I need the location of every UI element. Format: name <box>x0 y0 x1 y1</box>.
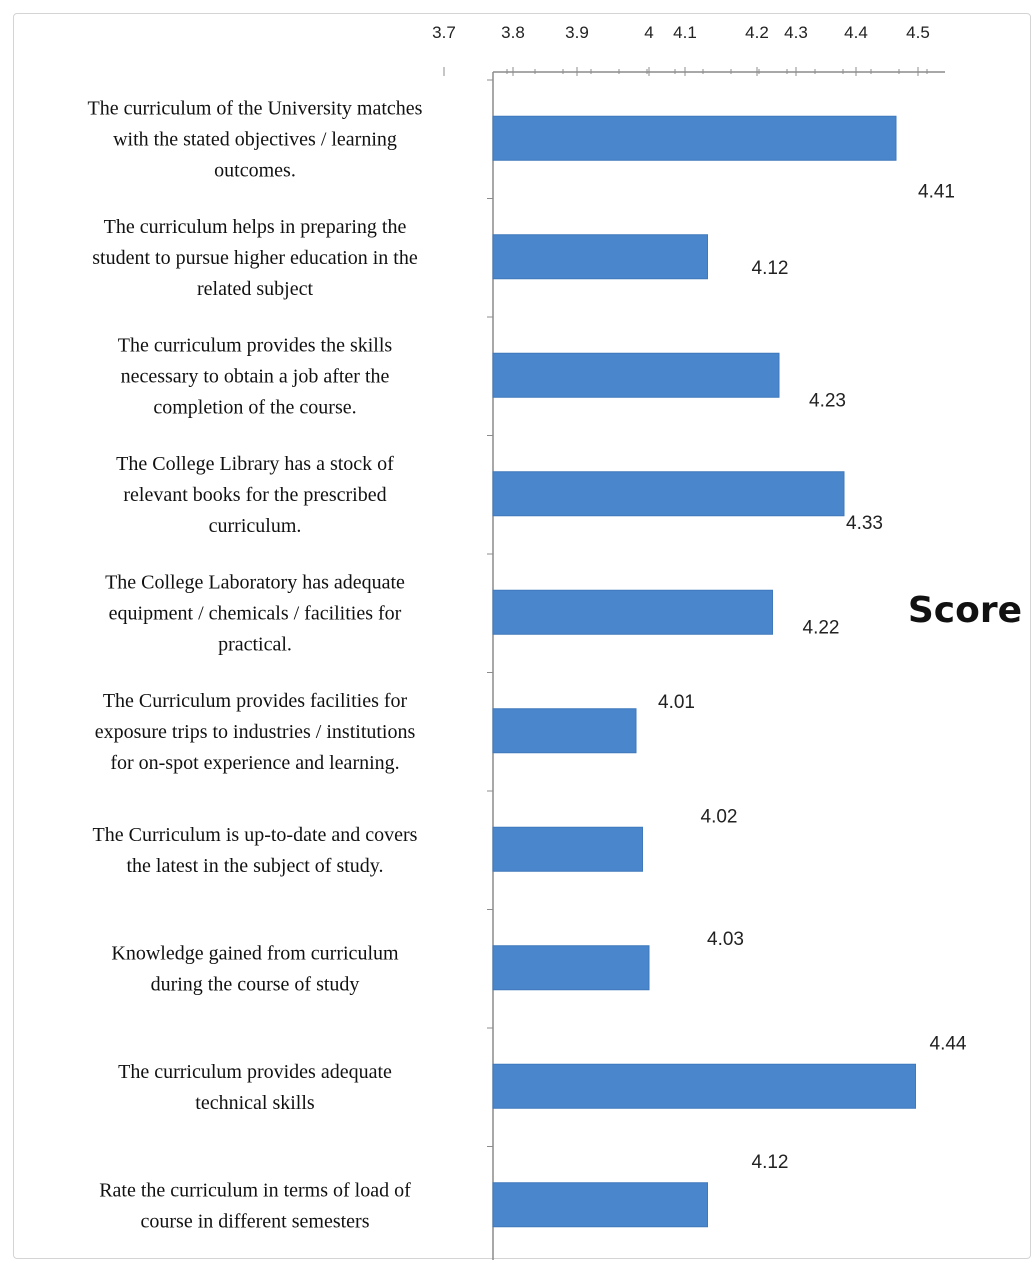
data-labels: 4.41 4.12 4.23 4.33 4.22 4.01 4.02 4.03 4.44 4.12 <box>658 181 967 1173</box>
category-label-line: student to pursue higher education in th… <box>92 247 418 269</box>
data-label: 4.22 <box>803 617 840 638</box>
category-label-line: The curriculum provides the skills <box>118 334 393 356</box>
category-label-line: related subject <box>197 278 313 300</box>
category-label-line: necessary to obtain a job after the <box>121 365 390 387</box>
data-label: 4.12 <box>752 1152 789 1173</box>
data-label: 4.12 <box>752 258 789 279</box>
bar <box>493 116 896 160</box>
data-label: 4.23 <box>809 390 846 411</box>
bar <box>493 827 643 871</box>
series-name-label: Score <box>908 590 1022 631</box>
data-label: 4.02 <box>701 806 738 827</box>
category-label-line: The curriculum provides adequate <box>118 1061 392 1083</box>
category-label: The Curriculum provides facilities for ex… <box>95 690 416 774</box>
category-labels: The curriculum of the University matches… <box>88 97 423 1232</box>
category-label-line: The College Library has a stock of <box>116 453 394 475</box>
x-tick-label: 4.4 <box>844 23 868 42</box>
x-tick-label: 4.5 <box>906 23 930 42</box>
category-label-line: course in different semesters <box>141 1210 370 1232</box>
category-label-line: technical skills <box>195 1092 315 1114</box>
category-label: The College Laboratory has adequate equip… <box>105 571 405 655</box>
x-tick-label: 4 <box>644 23 653 42</box>
bar <box>493 709 636 753</box>
bar <box>493 1064 916 1108</box>
data-label: 4.33 <box>846 513 883 534</box>
category-label-line: The College Laboratory has adequate <box>105 571 405 593</box>
category-label-line: completion of the course. <box>153 396 356 418</box>
category-label: The curriculum provides the skills necess… <box>118 334 393 418</box>
bar <box>493 353 779 397</box>
category-label-line: practical. <box>218 633 292 655</box>
category-label: The curriculum helps in preparing the stu… <box>92 216 418 300</box>
category-label-line: during the course of study <box>151 973 360 995</box>
bar <box>493 472 844 516</box>
x-tick-label: 4.3 <box>784 23 808 42</box>
category-label-line: outcomes. <box>214 159 296 181</box>
bar <box>493 946 649 990</box>
category-label: The curriculum provides adequate technica… <box>118 1061 392 1114</box>
category-label: Rate the curriculum in terms of load of c… <box>99 1179 411 1232</box>
x-tick-label: 4.2 <box>745 23 769 42</box>
data-label: 4.03 <box>707 929 744 950</box>
category-label-line: The curriculum helps in preparing the <box>104 216 407 238</box>
category-label-line: The curriculum of the University matches <box>88 97 423 119</box>
category-label: The Curriculum is up-to-date and covers t… <box>93 824 418 877</box>
data-label: 4.41 <box>918 181 955 202</box>
category-label: The curriculum of the University matches… <box>88 97 423 181</box>
category-label-line: the latest in the subject of study. <box>127 855 384 877</box>
category-label-line: The Curriculum provides facilities for <box>103 690 408 712</box>
category-label-line: equipment / chemicals / facilities for <box>109 602 402 624</box>
category-label-line: with the stated objectives / learning <box>113 128 397 150</box>
category-label: The College Library has a stock of releva… <box>116 453 394 537</box>
category-label-line: The Curriculum is up-to-date and covers <box>93 824 418 846</box>
category-label-line: Knowledge gained from curriculum <box>111 942 399 964</box>
x-tick-label: 3.7 <box>432 23 456 42</box>
category-label-line: for on-spot experience and learning. <box>110 752 399 774</box>
bar <box>493 1183 708 1227</box>
category-label-line: Rate the curriculum in terms of load of <box>99 1179 411 1201</box>
data-label: 4.01 <box>658 692 695 713</box>
x-tick-label: 4.1 <box>673 23 697 42</box>
category-label-line: curriculum. <box>209 515 302 537</box>
category-label: Knowledge gained from curriculum during t… <box>111 942 399 995</box>
category-label-line: exposure trips to industries / instituti… <box>95 721 416 743</box>
x-tick-label: 3.8 <box>501 23 525 42</box>
bar <box>493 235 708 279</box>
bars <box>493 116 916 1227</box>
data-label: 4.44 <box>930 1033 967 1054</box>
x-tick-label: 3.9 <box>565 23 589 42</box>
category-label-line: relevant books for the prescribed <box>123 484 386 506</box>
bar <box>493 590 773 634</box>
